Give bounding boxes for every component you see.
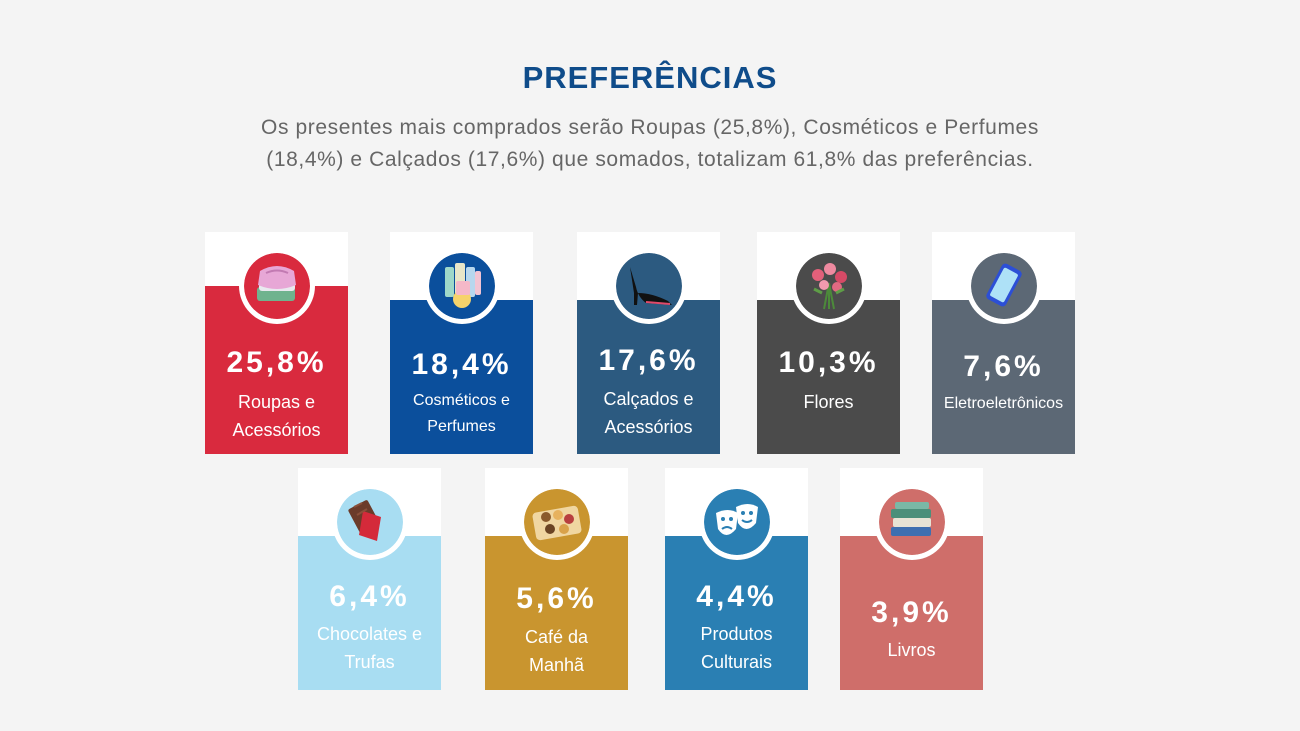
clothes-icon xyxy=(243,253,310,319)
card-label-line-2: Trufas xyxy=(344,652,395,672)
books-icon xyxy=(878,489,945,555)
card-produtos-culturais: 4,4% Produtos Culturais xyxy=(665,468,808,690)
page-title: PREFERÊNCIAS xyxy=(522,60,778,95)
card-label-line-2: Acessórios xyxy=(604,417,693,437)
cosmetics-icon xyxy=(428,253,495,319)
card-band xyxy=(932,300,1075,454)
card-eletroeletronicos: 7,6% Eletroeletrônicos xyxy=(932,232,1075,454)
card-label: Eletroeletrônicos xyxy=(932,390,1075,418)
card-label: Café da Manhã xyxy=(485,623,628,679)
high-heel-icon xyxy=(615,253,682,319)
card-calcados: 17,6% Calçados e Acessórios xyxy=(577,232,720,454)
card-label-line-2: Perfumes xyxy=(427,418,496,435)
card-label-line-1: Flores xyxy=(803,392,854,412)
card-band xyxy=(840,536,983,690)
theater-masks-icon xyxy=(703,489,770,555)
card-value: 3,9% xyxy=(871,596,952,629)
card-value: 5,6% xyxy=(516,582,597,615)
card-chocolates: 6,4% Chocolates e Trufas xyxy=(298,468,441,690)
card-label: Flores xyxy=(757,388,900,416)
icon-ring xyxy=(423,248,500,324)
card-label-line-1: Chocolates e xyxy=(316,624,423,644)
icon-ring xyxy=(698,484,775,560)
card-cosmeticos: 18,4% Cosméticos e Perfumes xyxy=(390,232,533,454)
card-value: 10,3% xyxy=(778,346,879,379)
icon-ring xyxy=(965,248,1042,324)
card-label-line-2: Acessórios xyxy=(232,420,321,440)
card-band xyxy=(298,536,441,690)
card-label-line-2: Culturais xyxy=(700,652,773,672)
breakfast-icon xyxy=(523,489,590,555)
card-label: Calçados e Acessórios xyxy=(577,385,720,441)
card-value: 25,8% xyxy=(226,346,327,379)
icon-ring xyxy=(518,484,595,560)
chocolate-icon xyxy=(336,489,403,555)
subtitle-line-2: (18,4%) e Calçados (17,6%) que somados, … xyxy=(266,148,1034,171)
card-band xyxy=(757,300,900,454)
card-band xyxy=(665,536,808,690)
card-value: 7,6% xyxy=(963,350,1044,383)
card-value: 18,4% xyxy=(411,348,512,381)
card-label-line-1: Café da xyxy=(524,627,589,647)
card-band xyxy=(485,536,628,690)
icon-ring xyxy=(331,484,408,560)
page-subtitle: Os presentes mais comprados serão Roupas… xyxy=(150,112,1150,176)
card-label: Chocolates e Trufas xyxy=(298,620,441,676)
card-value: 4,4% xyxy=(696,580,777,613)
card-cafe-da-manha: 5,6% Café da Manhã xyxy=(485,468,628,690)
card-band xyxy=(577,300,720,454)
smartphone-icon xyxy=(970,253,1037,319)
card-label: Produtos Culturais xyxy=(665,620,808,676)
card-label-line-1: Produtos xyxy=(700,624,773,644)
icon-ring xyxy=(873,484,950,560)
card-label-line-1: Eletroeletrônicos xyxy=(943,395,1064,412)
card-label: Roupas e Acessórios xyxy=(205,388,348,444)
card-label-line-1: Calçados e xyxy=(603,389,694,409)
card-flores: 10,3% Flores xyxy=(757,232,900,454)
card-label-line-2: Manhã xyxy=(528,655,585,675)
flowers-icon xyxy=(795,253,862,319)
card-band xyxy=(390,300,533,454)
card-value: 17,6% xyxy=(598,344,699,377)
card-label: Livros xyxy=(840,636,983,664)
card-label-line-1: Roupas e xyxy=(237,392,316,412)
icon-ring xyxy=(238,248,315,324)
card-label: Cosméticos e Perfumes xyxy=(390,388,533,440)
card-value: 6,4% xyxy=(329,580,410,613)
icon-ring xyxy=(610,248,687,324)
card-label-line-1: Livros xyxy=(887,640,936,660)
card-label-line-1: Cosméticos e xyxy=(413,392,510,409)
subtitle-line-1: Os presentes mais comprados serão Roupas… xyxy=(261,116,1039,139)
card-livros: 3,9% Livros xyxy=(840,468,983,690)
icon-ring xyxy=(790,248,867,324)
card-roupas: 25,8% Roupas e Acessórios xyxy=(205,232,348,454)
